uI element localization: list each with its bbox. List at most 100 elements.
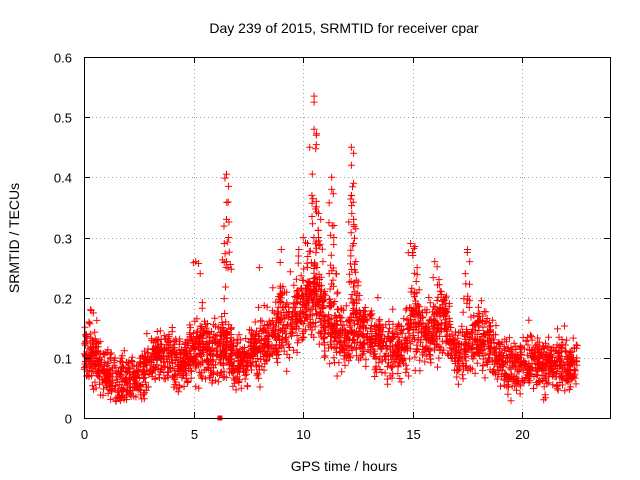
data-point <box>463 348 471 356</box>
data-point <box>328 280 335 288</box>
data-point <box>342 302 350 310</box>
data-point <box>392 346 400 354</box>
data-point <box>436 347 444 354</box>
data-point <box>446 317 454 325</box>
data-point <box>175 362 183 370</box>
data-point <box>561 347 569 355</box>
data-point <box>403 344 411 352</box>
data-point <box>428 332 436 340</box>
data-point <box>223 215 230 223</box>
data-point <box>253 369 261 377</box>
data-point <box>336 332 344 340</box>
data-point <box>147 359 155 366</box>
data-point <box>96 380 104 388</box>
data-point <box>372 364 380 372</box>
data-point <box>346 316 354 324</box>
data-point <box>569 373 577 381</box>
data-point <box>220 373 228 381</box>
data-point <box>317 273 325 281</box>
data-point <box>338 368 346 376</box>
data-point <box>413 264 421 272</box>
data-point <box>292 275 300 283</box>
data-point <box>523 351 531 359</box>
data-point <box>279 341 287 349</box>
data-point <box>155 353 163 361</box>
data-point <box>131 369 139 376</box>
data-point <box>198 304 206 312</box>
data-point <box>251 345 259 353</box>
data-point <box>355 315 363 323</box>
data-point <box>474 319 482 326</box>
data-point <box>130 362 138 370</box>
data-point <box>549 371 556 379</box>
data-point <box>153 328 161 335</box>
data-point <box>407 304 415 312</box>
data-point <box>454 343 462 351</box>
data-point <box>291 304 299 312</box>
data-point <box>393 340 401 348</box>
data-point <box>403 304 411 312</box>
data-point <box>348 265 356 273</box>
data-point <box>274 348 282 356</box>
data-point <box>427 359 435 367</box>
y-tick-labels: 0 0.1 0.2 0.3 0.4 0.5 0.6 <box>54 51 72 427</box>
data-point <box>304 253 312 260</box>
data-point <box>542 363 550 371</box>
data-point <box>454 380 462 388</box>
data-point <box>329 190 337 198</box>
data-point <box>466 280 473 288</box>
data-point <box>151 374 159 382</box>
data-point <box>350 179 358 187</box>
data-point <box>490 336 498 344</box>
data-point <box>349 242 357 250</box>
data-point <box>363 339 371 347</box>
data-point <box>124 382 131 390</box>
data-point <box>377 338 385 346</box>
data-point <box>352 296 360 304</box>
data-point <box>358 343 366 351</box>
data-point <box>314 226 322 234</box>
data-point <box>228 342 236 350</box>
y-tick-label: 0.6 <box>54 51 72 66</box>
data-point <box>299 330 307 338</box>
data-point <box>220 329 228 337</box>
data-point <box>458 371 466 379</box>
data-point <box>266 353 274 361</box>
data-point <box>142 386 150 394</box>
data-point <box>143 356 151 364</box>
data-point <box>320 353 328 361</box>
data-point <box>436 313 444 321</box>
data-point <box>442 292 450 300</box>
data-point <box>156 368 164 376</box>
data-point <box>219 361 227 369</box>
data-point <box>407 240 415 247</box>
data-point <box>346 270 354 278</box>
data-point <box>308 312 316 320</box>
data-point <box>470 320 478 328</box>
data-point <box>367 310 375 318</box>
data-point <box>133 380 141 388</box>
data-point <box>419 320 427 328</box>
data-point <box>289 316 297 324</box>
data-point <box>542 369 550 377</box>
data-point <box>556 379 564 386</box>
data-point <box>285 343 293 351</box>
data-point <box>306 143 314 151</box>
data-point <box>192 364 200 372</box>
data-point <box>278 335 286 343</box>
data-point <box>362 356 370 364</box>
data-point <box>317 318 325 326</box>
data-point <box>468 341 476 349</box>
data-point <box>273 351 281 359</box>
data-point <box>288 324 296 332</box>
data-point <box>451 331 459 339</box>
data-point <box>419 349 427 357</box>
data-point <box>274 332 282 340</box>
data-point <box>166 342 174 350</box>
data-point <box>383 375 391 383</box>
data-point <box>334 288 342 296</box>
data-point <box>376 321 384 329</box>
data-point <box>522 337 530 345</box>
data-point <box>298 318 306 326</box>
data-point <box>91 328 99 336</box>
